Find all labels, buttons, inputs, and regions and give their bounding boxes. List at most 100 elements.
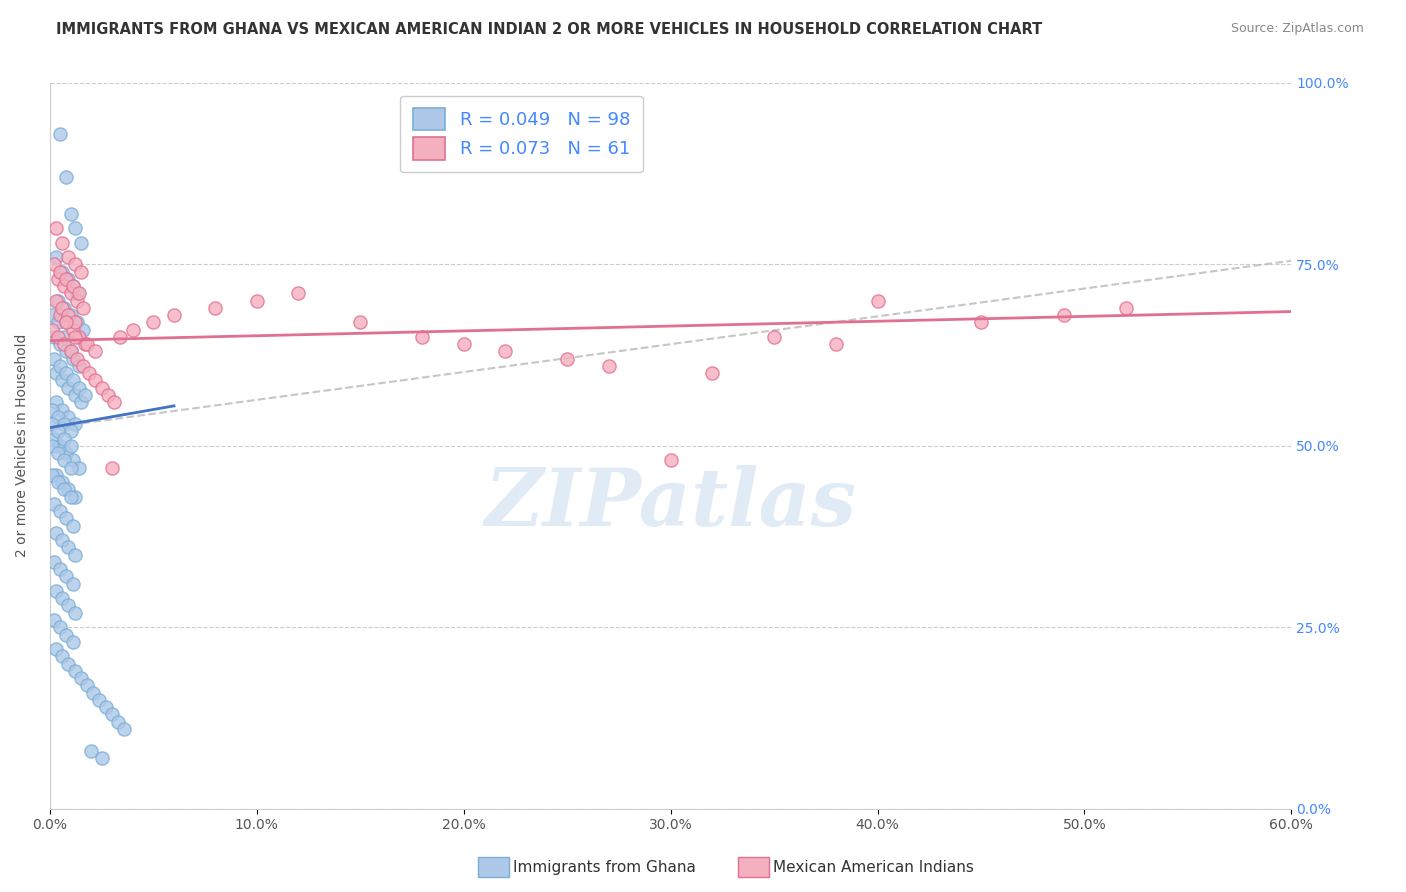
Point: [204, 301, 226, 315]
Point: [84, 374, 107, 388]
Point: [49, 562, 72, 576]
Point: [108, 330, 131, 344]
Point: [58, 483, 80, 497]
Text: Source: ZipAtlas.com: Source: ZipAtlas.com: [1230, 22, 1364, 36]
Point: [555, 351, 578, 366]
Point: [59, 490, 82, 504]
Point: [62, 453, 84, 467]
Point: [80, 744, 103, 758]
Point: [45, 221, 67, 235]
Point: [107, 714, 129, 729]
Text: Immigrants from Ghana: Immigrants from Ghana: [513, 860, 696, 874]
Point: [51, 374, 73, 388]
Point: [46, 446, 69, 460]
Point: [101, 707, 124, 722]
Point: [63, 315, 86, 329]
Point: [63, 221, 86, 235]
Point: [46, 272, 69, 286]
Point: [90, 381, 112, 395]
Point: [45, 584, 67, 599]
Point: [62, 518, 84, 533]
Point: [700, 366, 723, 380]
Point: [63, 388, 86, 402]
Point: [41, 323, 63, 337]
Y-axis label: 2 or more Vehicles in Household: 2 or more Vehicles in Household: [15, 334, 30, 558]
Point: [41, 417, 63, 431]
Point: [53, 453, 76, 467]
Point: [411, 330, 433, 344]
Point: [53, 330, 76, 344]
Point: [45, 250, 67, 264]
Point: [89, 693, 111, 707]
Point: [70, 395, 93, 409]
Point: [62, 634, 84, 648]
Point: [70, 265, 93, 279]
Point: [67, 460, 90, 475]
Point: [42, 351, 65, 366]
Point: [84, 344, 107, 359]
Point: [42, 497, 65, 511]
Point: [51, 235, 73, 250]
Point: [55, 315, 77, 329]
Point: [49, 504, 72, 518]
Point: [70, 235, 93, 250]
Text: ZIPatlas: ZIPatlas: [485, 465, 856, 542]
Point: [63, 490, 86, 504]
Text: Mexican American Indians: Mexican American Indians: [773, 860, 974, 874]
Point: [349, 315, 371, 329]
Point: [55, 315, 77, 329]
Point: [55, 446, 77, 460]
Point: [45, 293, 67, 308]
Point: [598, 359, 620, 373]
Point: [49, 620, 72, 634]
Point: [62, 323, 84, 337]
Point: [73, 337, 96, 351]
Point: [59, 425, 82, 439]
Point: [67, 381, 90, 395]
Point: [49, 265, 72, 279]
Text: IMMIGRANTS FROM GHANA VS MEXICAN AMERICAN INDIAN 2 OR MORE VEHICLES IN HOUSEHOLD: IMMIGRANTS FROM GHANA VS MEXICAN AMERICA…: [56, 22, 1042, 37]
Point: [67, 330, 90, 344]
Point: [51, 402, 73, 417]
Point: [55, 344, 77, 359]
Point: [659, 453, 682, 467]
Point: [63, 548, 86, 562]
Point: [866, 293, 889, 308]
Point: [58, 599, 80, 613]
Point: [94, 700, 117, 714]
Point: [66, 286, 89, 301]
Point: [970, 315, 993, 329]
Point: [42, 257, 65, 271]
Point: [287, 286, 309, 301]
Point: [90, 751, 112, 765]
Point: [59, 439, 82, 453]
Point: [51, 591, 73, 606]
Point: [163, 308, 186, 322]
Point: [112, 722, 135, 736]
Point: [76, 337, 98, 351]
Point: [59, 308, 82, 322]
Point: [49, 359, 72, 373]
Point: [53, 483, 76, 497]
Point: [1053, 308, 1076, 322]
Point: [142, 315, 165, 329]
Point: [55, 627, 77, 641]
Point: [58, 272, 80, 286]
Point: [49, 308, 72, 322]
Point: [72, 323, 94, 337]
Point: [53, 301, 76, 315]
Point: [62, 279, 84, 293]
Point: [55, 366, 77, 380]
Point: [66, 351, 89, 366]
Point: [62, 279, 84, 293]
Point: [58, 381, 80, 395]
Point: [453, 337, 475, 351]
Point: [63, 330, 86, 344]
Point: [42, 330, 65, 344]
Point: [46, 425, 69, 439]
Point: [70, 671, 93, 685]
Point: [41, 402, 63, 417]
Point: [58, 657, 80, 671]
Point: [49, 127, 72, 141]
Point: [45, 395, 67, 409]
